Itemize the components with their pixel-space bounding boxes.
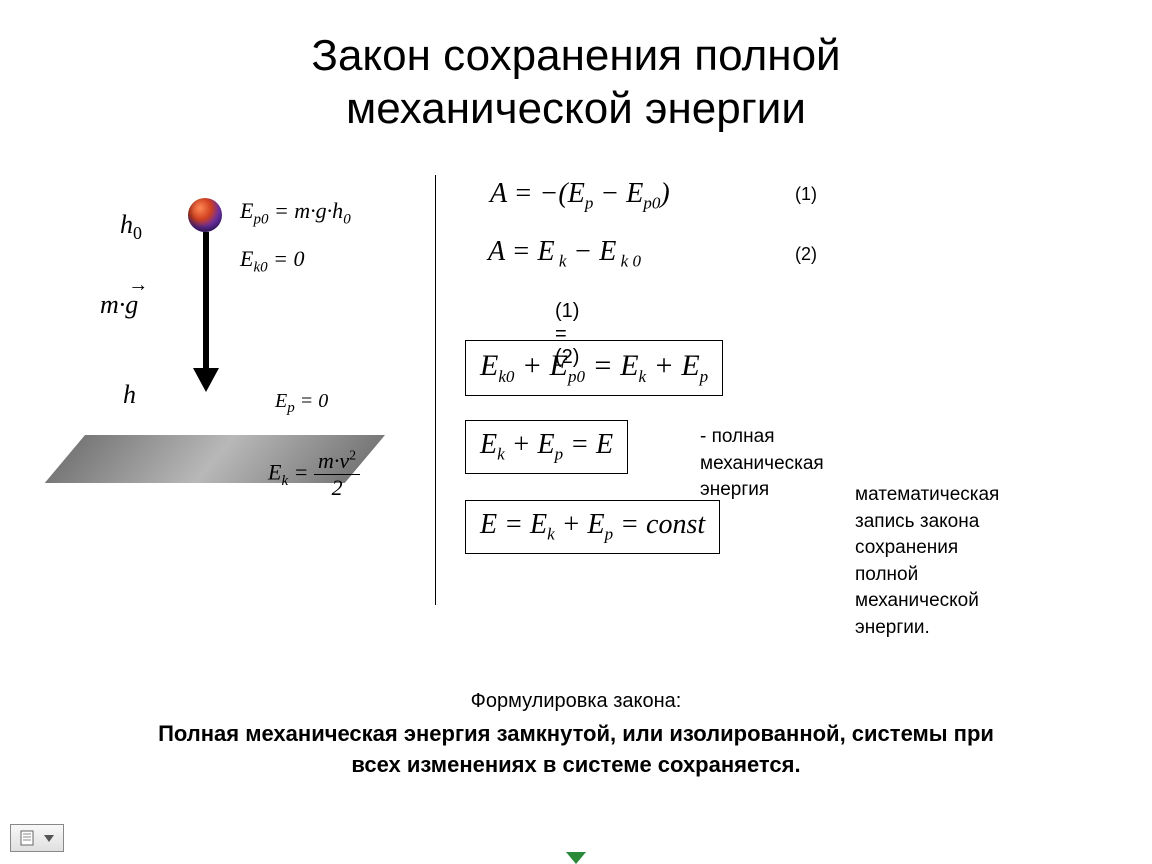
next-arrow-icon[interactable]: [566, 852, 586, 864]
caption-math-law: математическая запись закона сохранения …: [855, 482, 999, 642]
law-formulation: Формулировка закона: Полная механическая…: [60, 690, 1092, 781]
equation-1: A = −(Ep − Ep0): [490, 178, 670, 214]
physics-diagram: h0 m·g h Ep0 = m·g·h0 Ek0 = 0 Ep = 0 Ek …: [40, 180, 400, 530]
equation-1-num: (1): [795, 184, 817, 205]
label-mg: m·g: [100, 290, 138, 320]
label-h0: h0: [120, 210, 142, 244]
boxed-equation-1: Ek0 + Ep0 = Ek + Ep: [465, 340, 723, 396]
eq-ek-frac: Ek = m·v22: [268, 448, 360, 501]
formulation-body: Полная механическая энергия замкнутой, и…: [60, 719, 1092, 781]
formulation-label: Формулировка закона:: [60, 690, 1092, 713]
velocity-arrow: [203, 232, 209, 372]
label-h: h: [123, 380, 136, 410]
slide-title: Закон сохранения полной механической эне…: [0, 0, 1152, 136]
arrow-head-icon: [193, 368, 219, 392]
caption-full-energy: - полная механическаяэнергия: [700, 424, 824, 504]
eq-ep-zero: Ep = 0: [275, 390, 328, 417]
eq-ep0: Ep0 = m·g·h0: [240, 198, 351, 228]
vertical-divider: [435, 175, 436, 605]
boxed-equation-2: Ek + Ep = E: [465, 420, 628, 474]
title-line-1: Закон сохранения полной: [311, 31, 840, 80]
ball-icon: [188, 198, 222, 232]
title-line-2: механической энергии: [346, 84, 806, 133]
eq-ek0: Ek0 = 0: [240, 246, 304, 276]
boxed-equation-3: E = Ek + Ep = const: [465, 500, 720, 554]
equation-2-num: (2): [795, 244, 817, 265]
page-tool-icon[interactable]: [10, 824, 64, 852]
equation-2: A = E k − E k 0: [488, 236, 641, 272]
